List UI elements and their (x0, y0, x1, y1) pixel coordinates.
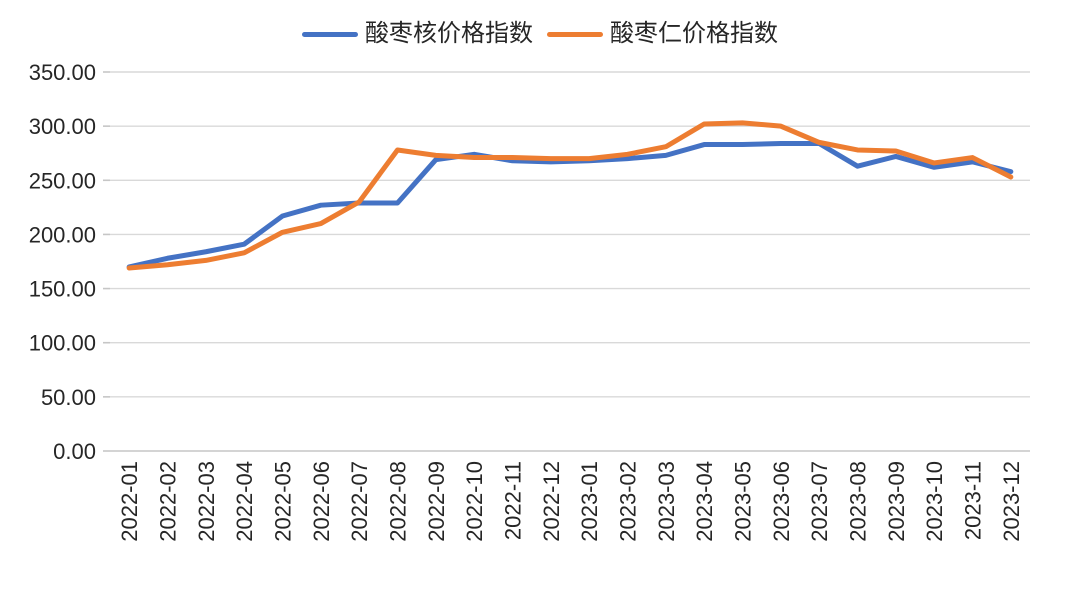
y-tick-label: 0.00 (53, 439, 96, 464)
x-tick-label: 2022-05 (271, 461, 296, 542)
legend-label-series1: 酸枣核价格指数 (365, 20, 533, 47)
x-tick-label: 2022-08 (386, 461, 411, 542)
x-tick-label: 2023-04 (692, 461, 717, 542)
x-tick-label: 2022-03 (194, 461, 219, 542)
x-tick-label: 2023-03 (654, 461, 679, 542)
x-tick-label: 2023-06 (769, 461, 794, 542)
x-tick-label: 2023-02 (616, 461, 641, 542)
x-tick-label: 2022-10 (462, 461, 487, 542)
y-tick-label: 250.00 (29, 168, 96, 193)
y-tick-label: 350.00 (29, 60, 96, 85)
legend-line-swatch-blue (302, 31, 358, 37)
x-tick-label: 2022-11 (501, 461, 526, 540)
chart-legend: 酸枣核价格指数 酸枣仁价格指数 (0, 22, 1080, 46)
x-tick-label: 2022-07 (347, 461, 372, 542)
y-tick-label: 100.00 (29, 331, 96, 356)
x-tick-label: 2022-06 (309, 461, 334, 542)
x-tick-label: 2023-12 (999, 461, 1024, 542)
legend-item-series1: 酸枣核价格指数 (302, 22, 533, 46)
x-tick-label: 2023-10 (922, 461, 947, 542)
x-tick-label: 2023-05 (731, 461, 756, 542)
x-tick-label: 2023-08 (846, 461, 871, 542)
series-line-suanzaoren (126, 120, 1014, 271)
x-tick-label: 2022-09 (424, 461, 449, 542)
y-tick-label: 300.00 (29, 114, 96, 139)
legend-label-series2: 酸枣仁价格指数 (610, 20, 778, 47)
x-tick-label: 2023-11 (961, 461, 986, 540)
legend-item-series2: 酸枣仁价格指数 (547, 22, 778, 46)
legend-line-swatch-orange (547, 31, 603, 37)
series-line-suanzaohe (126, 140, 1014, 270)
x-tick-label: 2022-02 (156, 461, 181, 542)
y-tick-label: 50.00 (41, 385, 96, 410)
x-tick-label: 2022-04 (232, 461, 257, 542)
x-tick-label: 2023-09 (884, 461, 909, 542)
x-tick-label: 2022-12 (539, 461, 564, 542)
y-tick-label: 200.00 (29, 222, 96, 247)
x-tick-label: 2022-01 (117, 461, 142, 542)
x-tick-label: 2023-07 (807, 461, 832, 542)
x-tick-label: 2023-01 (577, 461, 602, 542)
y-tick-label: 150.00 (29, 277, 96, 302)
